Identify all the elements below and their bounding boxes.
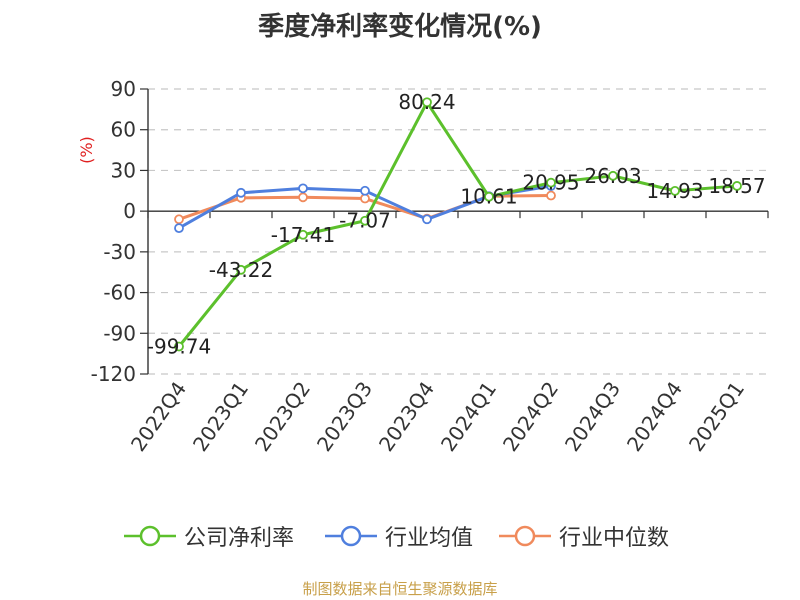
series-point-0 [298,229,308,240]
x-tick-label: 2024Q1 [436,377,501,456]
series-point-1 [298,183,308,194]
y-tick-label: -30 [103,240,136,264]
data-label: 14.93 [646,179,703,203]
source-note: 制图数据来自恒生聚源数据库 [302,580,498,598]
series-point-1 [422,214,432,225]
axes: 9060300-30-60-90-120(%)2022Q42023Q12023Q… [77,77,769,456]
series-point-0 [546,177,556,188]
y-tick-label: 30 [111,158,136,182]
data-label: 10.61 [460,185,517,209]
legend-swatch-industry-mean [325,525,377,547]
y-tick-label: -90 [103,321,136,345]
data-label: -17.41 [271,223,335,247]
series-point-2 [298,192,308,203]
legend-item-industry-mean[interactable]: 行业均值 [323,522,474,551]
legend-swatch-industry-median [499,525,551,547]
y-tick-label: -120 [91,362,136,386]
series-point-1 [236,187,246,198]
series-point-0 [732,181,742,191]
x-tick-label: 2023Q2 [250,377,315,456]
series-point-0 [236,264,246,275]
series-point-2 [546,190,556,201]
data-label: -99.74 [147,335,211,359]
x-tick-label: 2023Q3 [312,377,377,456]
x-tick-label: 2022Q4 [126,377,191,456]
legend-label-industry-mean: 行业均值 [385,526,474,551]
data-label: -43.22 [209,258,273,282]
series-point-1 [174,223,184,234]
y-tick-label: -60 [103,281,136,305]
series-point-0 [360,215,370,226]
series-point-0 [422,97,432,108]
x-tick-label: 2024Q4 [622,377,687,456]
series-point-1 [360,185,370,196]
data-label: -7.07 [339,209,391,233]
series-point-0 [484,191,494,202]
data-label: 18.57 [708,174,765,198]
x-tick-label: 2024Q2 [498,377,563,456]
data-label: 80.24 [398,90,455,114]
y-tick-label: 0 [123,199,136,223]
series-point-0 [608,170,618,181]
y-tick-label: 90 [111,77,136,101]
legend-item-industry-median[interactable]: 行业中位数 [497,522,670,551]
grid-lines [148,88,768,375]
series-point-0 [670,185,680,196]
legend-label-industry-median: 行业中位数 [559,526,670,551]
legend-swatch-company [124,525,176,547]
series-point-2 [174,214,184,225]
y-axis-label: (%) [77,136,96,164]
data-label: 20.95 [522,171,579,195]
series-line-0 [177,100,738,348]
x-tick-label: 2025Q1 [684,377,749,456]
x-tick-label: 2024Q3 [560,377,625,456]
x-tick-label: 2023Q1 [188,377,253,456]
series-point-2 [360,193,370,204]
y-tick-label: 60 [111,118,136,142]
chart-title: 季度净利率变化情况(%) [258,12,542,42]
x-tick-label: 2023Q4 [374,377,439,456]
legend-label-company: 公司净利率 [184,526,295,551]
legend-item-company[interactable]: 公司净利率 [122,522,295,551]
data-label: 26.03 [584,164,641,188]
series-point-0 [174,341,184,352]
series-lines [174,97,742,352]
